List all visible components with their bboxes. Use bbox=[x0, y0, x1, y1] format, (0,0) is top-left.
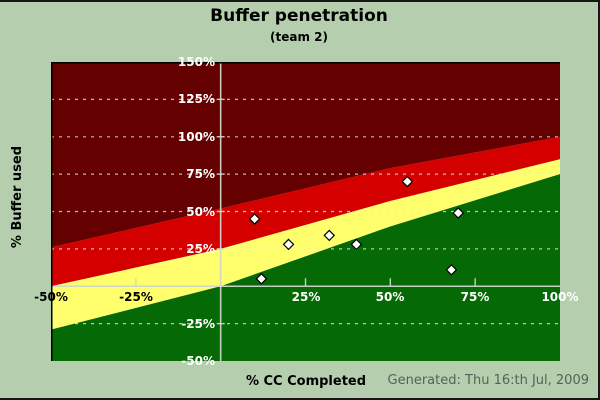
y-tick-label: -25% bbox=[181, 317, 215, 331]
zone-darkred-danger bbox=[51, 62, 560, 248]
generated-timestamp: Generated: Thu 16:th Jul, 2009 bbox=[387, 373, 589, 388]
y-tick-label: 100% bbox=[177, 130, 215, 144]
data-point bbox=[248, 213, 261, 225]
data-point bbox=[401, 175, 414, 188]
data-point bbox=[445, 263, 458, 276]
y-tick-label: 150% bbox=[177, 55, 215, 69]
y-tick-label: 75% bbox=[186, 167, 215, 181]
chart-subtitle: (team 2) bbox=[270, 30, 328, 44]
x-tick-label: 100% bbox=[541, 290, 579, 304]
x-tick-label: -50% bbox=[34, 290, 68, 304]
x-tick-label: 75% bbox=[460, 290, 490, 304]
data-point bbox=[255, 272, 268, 285]
data-point bbox=[323, 229, 336, 242]
zone-green-ok bbox=[51, 174, 560, 361]
x-tick-label: 25% bbox=[291, 290, 321, 304]
data-point bbox=[282, 238, 295, 251]
x-tick-label: 50% bbox=[375, 290, 405, 304]
y-axis-title: % Buffer used bbox=[10, 145, 25, 249]
y-tick-label: -50% bbox=[181, 354, 215, 368]
y-tick-label: 50% bbox=[186, 205, 215, 219]
zone-red-act bbox=[51, 136, 560, 287]
y-tick-label: 125% bbox=[177, 92, 215, 106]
chart-title: Buffer penetration bbox=[210, 6, 388, 26]
data-point bbox=[350, 238, 363, 251]
plot-area bbox=[51, 62, 560, 361]
data-point bbox=[452, 207, 465, 219]
y-tick-label: 25% bbox=[186, 242, 215, 256]
x-tick-label: -25% bbox=[119, 290, 153, 304]
x-axis-title: % CC Completed bbox=[245, 374, 367, 389]
